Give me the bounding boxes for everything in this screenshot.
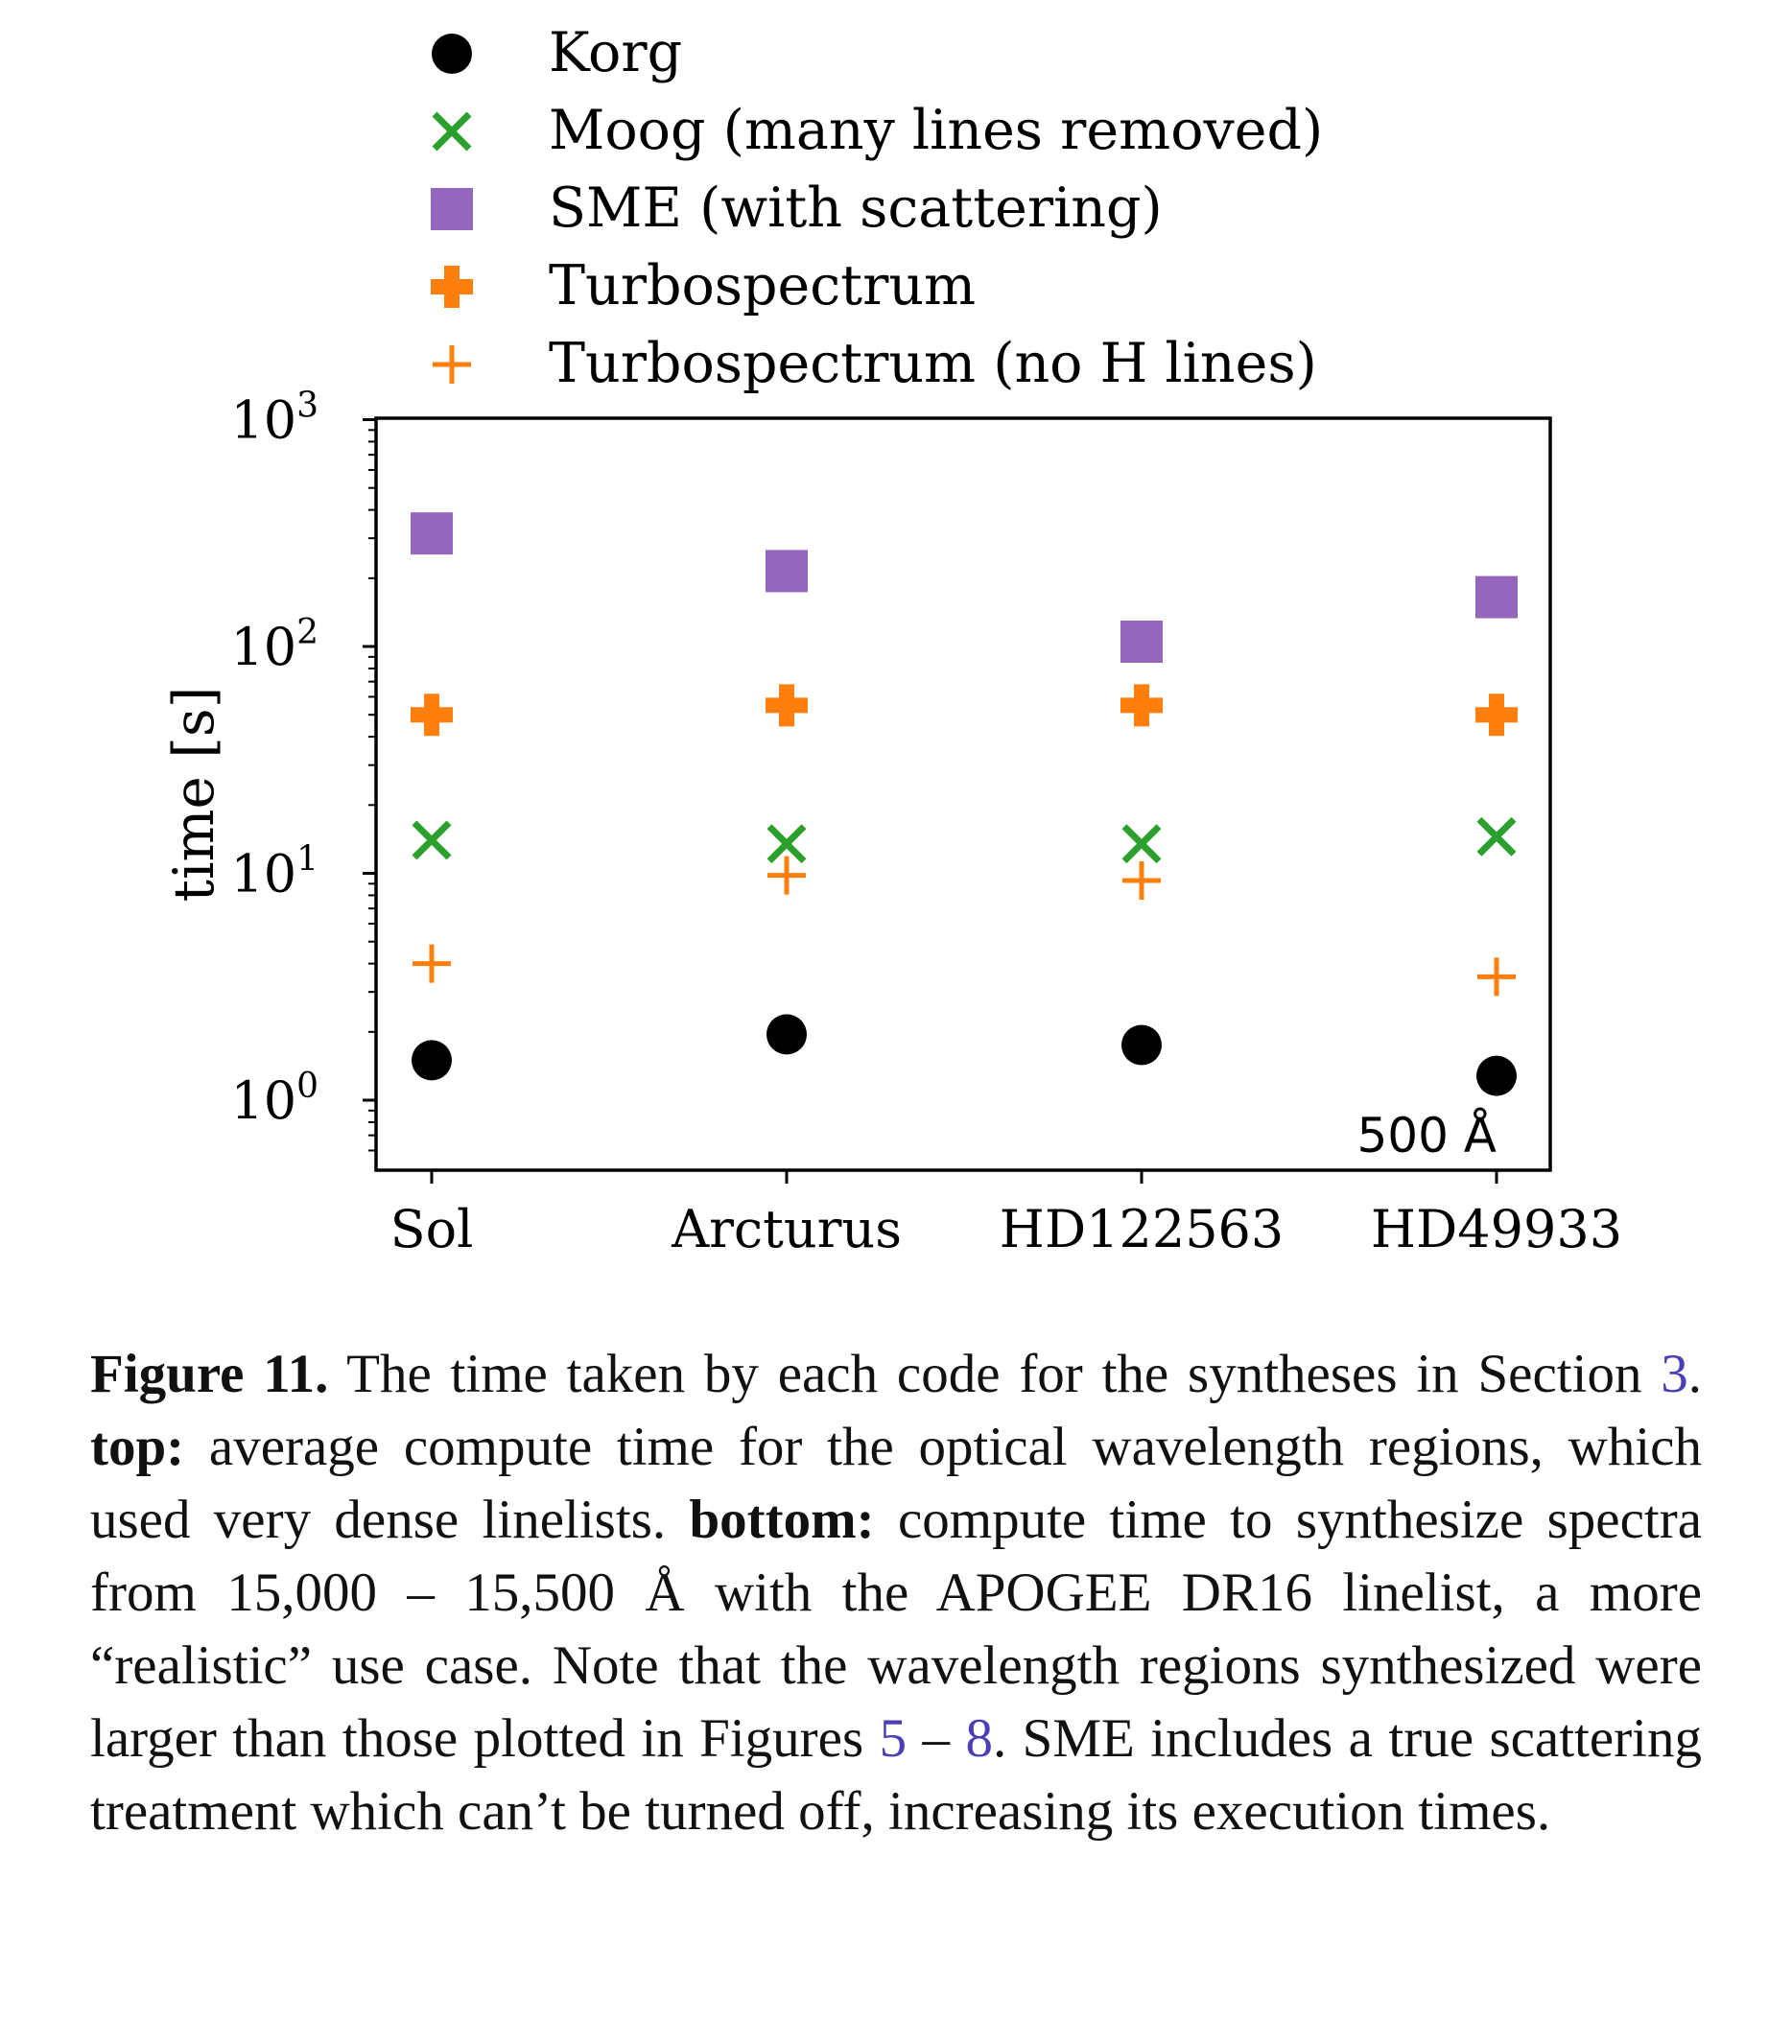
- data-point-plus-thin: [413, 944, 451, 983]
- caption-bottom-label: bottom:: [689, 1490, 875, 1550]
- caption-text: compute time to synthesize spectra from …: [90, 1490, 1703, 1769]
- legend-label: SME (with scattering): [549, 176, 1163, 240]
- figure-reference-link[interactable]: 8: [965, 1708, 993, 1769]
- legend-marker-plus-thin: [433, 345, 471, 384]
- x-tick-label: HD49933: [1371, 1199, 1622, 1259]
- y-tick-label: 100: [230, 1067, 318, 1131]
- legend-label: Turbospectrum (no H lines): [549, 332, 1317, 395]
- caption-text: . SME includes a true scattering treatme…: [90, 1708, 1703, 1842]
- caption-text: average compute time for the optical wav…: [90, 1417, 1702, 1550]
- plot-area-frame: [374, 416, 1552, 1172]
- data-point-x: [412, 820, 452, 860]
- caption-text: The time taken by each code for the synt…: [328, 1344, 1662, 1404]
- caption-text: .: [1687, 1344, 1703, 1404]
- x-tick-label: Arcturus: [671, 1199, 902, 1259]
- legend-label: Moog (many lines removed): [549, 99, 1323, 162]
- data-point-x: [1476, 816, 1517, 857]
- legend-marker-circle: [432, 34, 472, 74]
- y-tick-label: 101: [230, 840, 318, 905]
- data-point-square: [1475, 576, 1518, 619]
- data-points: [411, 512, 1518, 1096]
- y-axis-label: time [s]: [161, 687, 226, 903]
- caption-text: –: [907, 1708, 966, 1769]
- legend-label: Korg: [549, 21, 682, 84]
- data-point-circle: [412, 1040, 452, 1081]
- figure-caption: Figure 11. The time taken by each code f…: [90, 1338, 1702, 1848]
- data-point-circle: [1121, 1024, 1162, 1066]
- caption-top-label: top:: [90, 1417, 185, 1477]
- data-point-square: [766, 550, 808, 593]
- legend: Korg Moog (many lines removed) SME (with s…: [431, 21, 1323, 395]
- x-tick-label: Sol: [390, 1199, 474, 1259]
- wavelength-annotation: 500 Å: [1356, 1108, 1497, 1163]
- data-point-plus-thin: [1477, 957, 1516, 997]
- data-point-x: [1121, 824, 1162, 864]
- y-tick-label: 103: [230, 387, 318, 451]
- data-point-plus-thin: [767, 856, 806, 895]
- x-axis: Sol Arcturus HD122563 HD49933: [390, 1170, 1622, 1259]
- legend-label: Turbospectrum: [549, 254, 976, 317]
- data-point-plus-thin: [1122, 860, 1161, 900]
- caption-figure-label: Figure 11.: [90, 1344, 329, 1404]
- legend-marker-x: [432, 111, 472, 152]
- legend-marker-square: [431, 188, 473, 230]
- data-point-square: [411, 512, 453, 555]
- legend-marker-plus-thick: [431, 266, 473, 308]
- data-point-x: [766, 824, 807, 864]
- data-point-plus-thick: [766, 684, 808, 727]
- x-tick-label: HD122563: [1000, 1199, 1285, 1259]
- data-point-circle: [1476, 1055, 1517, 1096]
- figure-reference-link[interactable]: 5: [879, 1708, 908, 1769]
- data-point-plus-thick: [1475, 693, 1518, 737]
- data-point-plus-thick: [411, 693, 453, 737]
- section-reference-link[interactable]: 3: [1661, 1344, 1688, 1404]
- y-axis: 100 101 102 103: [230, 387, 376, 1152]
- data-point-plus-thick: [1120, 684, 1163, 727]
- chart: Korg Moog (many lines removed) SME (with s…: [161, 21, 1622, 1259]
- y-tick-label: 102: [230, 613, 318, 677]
- data-point-circle: [766, 1014, 807, 1055]
- data-point-square: [1120, 620, 1163, 663]
